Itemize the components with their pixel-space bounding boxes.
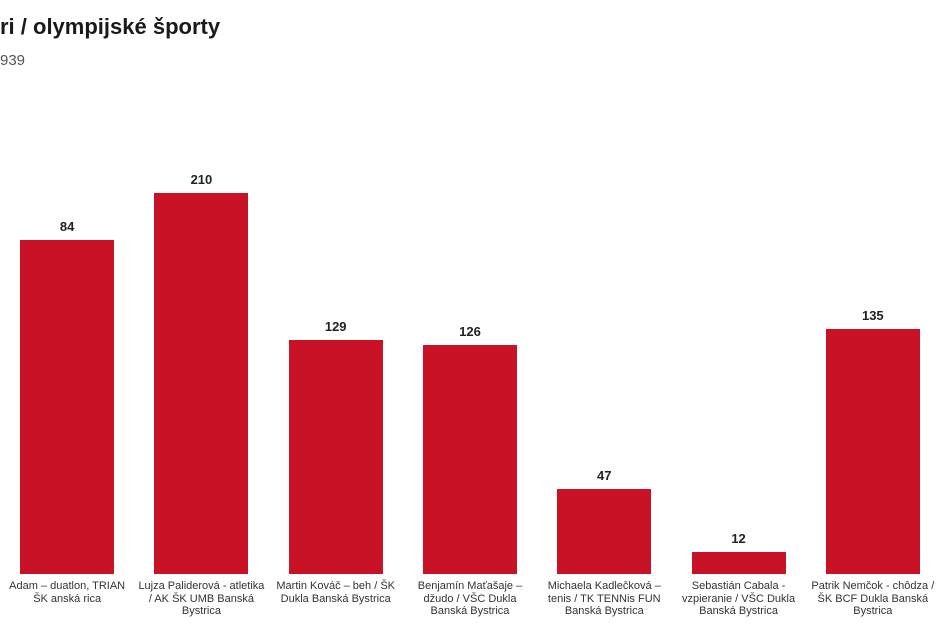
chart-subtitle: 939 bbox=[0, 52, 25, 69]
bar bbox=[20, 240, 114, 574]
x-axis-label: Patrik Nemčok - chôdza / ŠK BCF Dukla Ba… bbox=[806, 574, 940, 634]
bar bbox=[154, 193, 248, 574]
bar-column: 126 bbox=[403, 120, 537, 574]
bar bbox=[289, 340, 383, 574]
x-axis-label: Sebastián Cabala - vzpieranie / VŠC Dukl… bbox=[671, 574, 805, 634]
chart-title: ri / olympijské športy bbox=[0, 14, 220, 40]
x-axis-label: Michaela Kadlečková – tenis / TK TENNis … bbox=[537, 574, 671, 634]
x-axis-label: Lujza Paliderová - atletika / AK ŠK UMB … bbox=[134, 574, 268, 634]
bar-column: 47 bbox=[537, 120, 671, 574]
bar-value-label: 47 bbox=[597, 468, 611, 483]
bar bbox=[826, 329, 920, 574]
bar bbox=[692, 552, 786, 574]
bar-column: 210 bbox=[134, 120, 268, 574]
bar-value-label: 135 bbox=[862, 308, 884, 323]
bar-value-label: 129 bbox=[325, 319, 347, 334]
bar-value-label: 126 bbox=[459, 324, 481, 339]
bar bbox=[423, 345, 517, 574]
bar-group: 84 210 129 126 47 12 135 bbox=[0, 120, 940, 574]
x-axis-label: Martin Kováč – beh / ŠK Dukla Banská Bys… bbox=[269, 574, 403, 634]
chart-plot-area: 84 210 129 126 47 12 135 bbox=[0, 120, 940, 574]
bar bbox=[557, 489, 651, 574]
bar-value-label: 84 bbox=[60, 219, 74, 234]
chart-page: ri / olympijské športy 939 84 210 129 126 47… bbox=[0, 0, 950, 634]
x-axis-labels: Adam – duatlon, TRIAN ŠK anská ricaLujza… bbox=[0, 574, 940, 634]
bar-value-label: 12 bbox=[731, 531, 745, 546]
bar-column: 129 bbox=[269, 120, 403, 574]
bar-value-label: 210 bbox=[191, 172, 213, 187]
bar-column: 135 bbox=[806, 120, 940, 574]
bar-column: 84 bbox=[0, 120, 134, 574]
x-axis-label: Benjamín Maťašaje – džudo / VŠC Dukla Ba… bbox=[403, 574, 537, 634]
x-axis-label: Adam – duatlon, TRIAN ŠK anská rica bbox=[0, 574, 134, 634]
bar-column: 12 bbox=[671, 120, 805, 574]
